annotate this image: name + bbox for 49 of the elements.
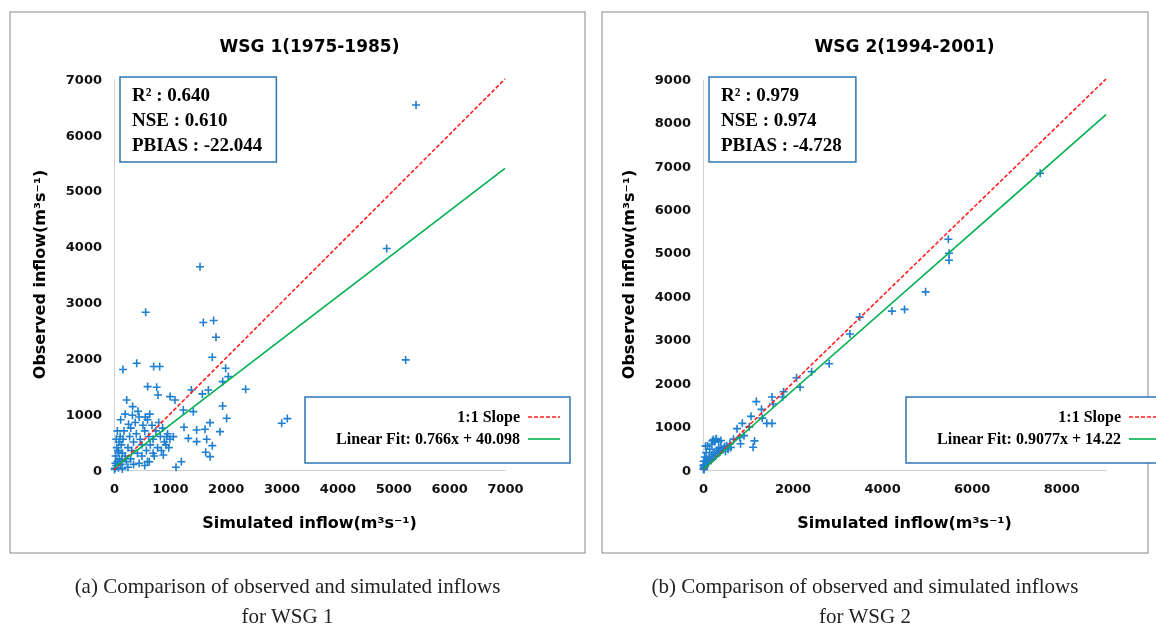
x-tick-label: 7000 <box>487 481 524 497</box>
x-tick-label: 4000 <box>319 481 357 497</box>
y-tick-label: 3000 <box>654 332 691 348</box>
y-tick-label: 5000 <box>654 245 691 261</box>
x-tick-label: 5000 <box>375 481 412 497</box>
y-tick-label: 0 <box>92 462 102 478</box>
legend-label: Linear Fit: 0.9077x + 14.22 <box>937 430 1121 447</box>
y-tick-label: 8000 <box>654 115 691 131</box>
chart-title: WSG 1(1975-1985) <box>219 36 400 56</box>
x-tick-label: 3000 <box>263 481 301 497</box>
x-tick-label: 2000 <box>208 481 245 497</box>
y-tick-label: 6000 <box>654 201 691 217</box>
x-tick-label: 0 <box>698 481 709 497</box>
x-tick-label: 2000 <box>774 481 812 497</box>
y-axis-title: Observed inflow(m³s⁻¹) <box>619 169 638 380</box>
x-tick-label: 6000 <box>954 481 991 497</box>
y-tick-label: 2000 <box>65 350 102 366</box>
x-tick-label: 6000 <box>431 481 468 497</box>
x-axis-title: Simulated inflow(m³s⁻¹) <box>202 513 417 532</box>
annotation: NSE : 0.610 <box>132 109 228 130</box>
y-tick-label: 7000 <box>654 158 691 174</box>
y-tick-label: 9000 <box>654 71 691 87</box>
annotation: R² : 0.640 <box>132 84 210 105</box>
legend-label: 1:1 Slope <box>457 408 520 426</box>
y-tick-label: 5000 <box>65 183 102 199</box>
y-tick-label: 1000 <box>654 419 691 435</box>
chart-title: WSG 2(1994-2001) <box>814 36 995 56</box>
y-tick-label: 4000 <box>65 239 102 255</box>
y-tick-label: 3000 <box>65 295 102 311</box>
annotation: PBIAS : -4.728 <box>721 134 842 155</box>
annotation: PBIAS : -22.044 <box>132 134 263 155</box>
x-tick-label: 8000 <box>1043 481 1080 497</box>
y-tick-label: 6000 <box>65 127 102 143</box>
text: (b) Comparison of observed and simulated inflows for WSG 2 <box>651 574 1079 628</box>
annotation: NSE : 0.974 <box>721 109 818 130</box>
x-tick-label: 4000 <box>864 481 901 497</box>
y-tick-label: 7000 <box>65 71 102 87</box>
y-tick-label: 1000 <box>65 406 102 422</box>
y-tick-label: 2000 <box>654 375 691 391</box>
x-axis-title: Simulated inflow(m³s⁻¹) <box>797 513 1012 532</box>
legend-label: Linear Fit: 0.766x + 40.098 <box>336 430 520 447</box>
annotation: R² : 0.979 <box>721 84 799 105</box>
y-axis-title: Observed inflow(m³s⁻¹) <box>30 169 49 380</box>
x-tick-label: 1000 <box>152 481 189 497</box>
legend-label: 1:1 Slope <box>1058 408 1121 426</box>
y-tick-label: 4000 <box>654 288 691 304</box>
text: (a) Comparison of observed and simulated inflows for WSG 1 <box>74 574 501 628</box>
y-tick-label: 0 <box>681 462 691 478</box>
x-tick-label: 0 <box>109 481 120 497</box>
